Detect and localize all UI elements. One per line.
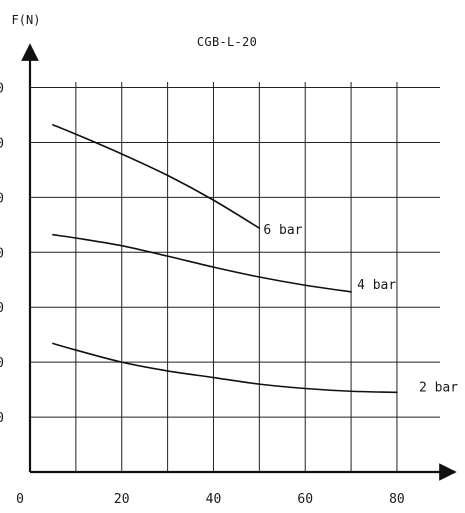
y-tick-label-4: 0	[0, 191, 4, 206]
y-tick-label-0: 0	[0, 411, 4, 426]
x-tick-label-0: 0	[16, 492, 24, 507]
x-tick-label-3: 60	[297, 492, 313, 507]
series-label-2-bar: 2 bar	[419, 380, 458, 395]
series-line-6-bar	[52, 124, 261, 229]
series-line-2-bar	[52, 342, 398, 394]
y-tick-label-2: 0	[0, 301, 4, 316]
x-tick-label-1: 20	[114, 492, 130, 507]
series-layer	[52, 124, 398, 394]
labels-layer: CGB-L-20 F(N) 0 20 40 60 80 0 0 0 0 0 0 0 6 bar 4 bar…	[0, 13, 458, 507]
y-tick-label-5: 0	[0, 136, 4, 151]
x-tick-label-4: 80	[389, 492, 405, 507]
series-label-6-bar: 6 bar	[263, 223, 302, 238]
series-label-4-bar: 4 bar	[357, 278, 396, 293]
series-line-4-bar	[52, 233, 352, 293]
y-tick-label-3: 0	[0, 246, 4, 261]
y-axis-title: F(N)	[12, 13, 41, 27]
x-tick-label-2: 40	[206, 492, 222, 507]
chart-title: CGB-L-20	[197, 35, 257, 49]
axes	[21, 43, 457, 481]
y-tick-label-6: 0	[0, 82, 4, 97]
y-tick-label-1: 0	[0, 356, 4, 371]
